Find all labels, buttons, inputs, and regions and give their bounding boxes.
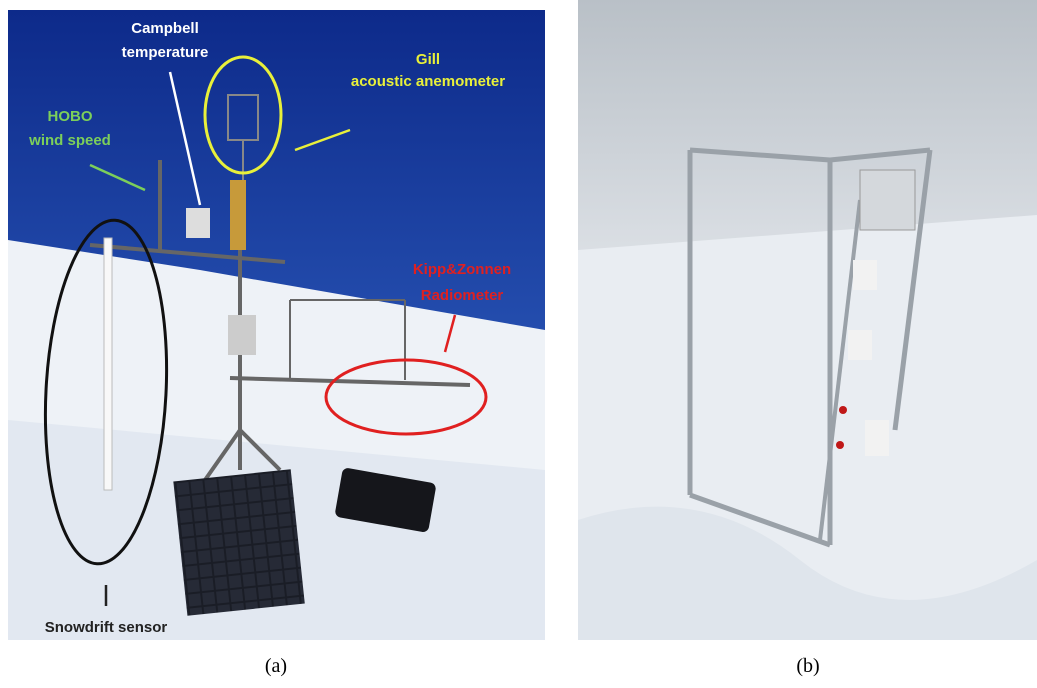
figure: Campbell temperature Gill acoustic anemo… (0, 0, 1037, 688)
annotation: Gill (416, 51, 440, 68)
caption: (a) (265, 655, 287, 677)
annotation: acoustic anemometer (351, 73, 505, 90)
annotation: wind speed (28, 132, 111, 149)
caption: (b) (796, 655, 819, 677)
photo-b (578, 0, 1037, 640)
page: Campbell temperature Gill acoustic anemo… (0, 0, 1037, 688)
annotation: Snowdrift sensor (45, 619, 168, 636)
annotation: Kipp&Zonnen (413, 261, 511, 278)
annotation: Radiometer (421, 287, 504, 304)
photo-a: Campbell temperature Gill acoustic anemo… (8, 10, 545, 640)
annotation: HOBO (48, 108, 93, 125)
annotation: temperature (122, 44, 209, 61)
annotation: Campbell (131, 20, 199, 37)
